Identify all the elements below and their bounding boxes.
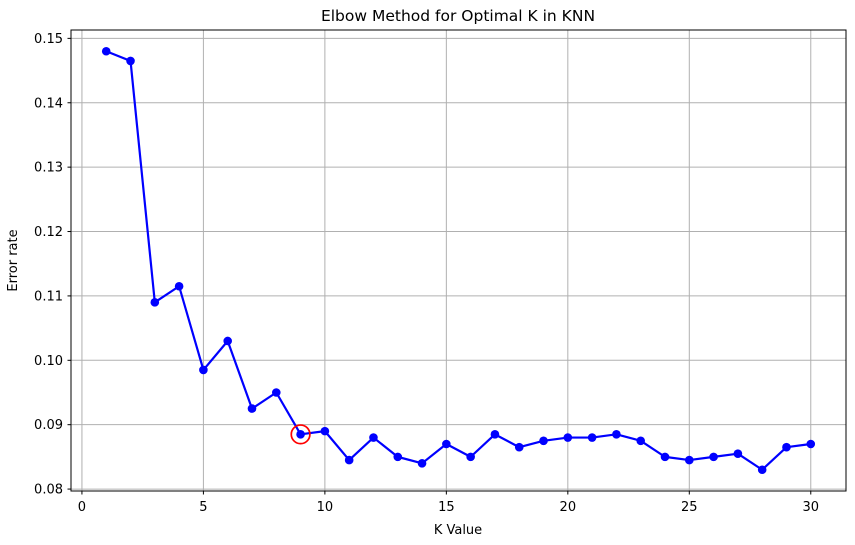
elbow-highlight [290,424,311,445]
data-point [466,452,475,462]
data-point [514,442,524,452]
y-tick-label: 0.10 [34,354,63,369]
data-point [174,281,184,291]
data-point [587,433,597,442]
data-point [199,365,208,375]
chart-title: Elbow Method for Optimal K in KNN [321,7,595,25]
data-point [150,298,160,307]
x-tick-label: 20 [560,500,577,515]
data-point [417,459,427,468]
x-axis-label: K Value [434,523,482,538]
plot-border [70,29,847,492]
y-tick-label: 0.09 [34,418,63,433]
error-rate-series [101,46,816,475]
y-tick-label: 0.12 [34,225,63,240]
data-point [757,465,767,475]
data-point [223,336,233,346]
data-point [563,433,573,442]
data-point [442,439,451,449]
y-tick-label: 0.11 [34,289,63,304]
axis-tick-labels: 0 5 10 15 20 25 30 0.08 0.09 0.10 0.11 0.12 0.13 0.14… [34,32,819,515]
data-point [684,455,694,465]
data-point [320,426,330,436]
data-point [344,455,354,465]
y-axis-label: Error rate [6,229,21,291]
data-point [296,430,305,439]
grid [71,30,846,491]
data-point [271,388,281,397]
x-tick-label: 15 [438,500,455,515]
error-rate-line [105,50,812,471]
data-point [636,436,646,446]
data-point [247,404,257,413]
data-point [490,430,500,439]
data-point [806,439,816,449]
x-tick-label: 10 [317,500,334,515]
data-point [612,430,621,439]
x-tick-label: 5 [199,500,207,515]
y-tick-label: 0.14 [34,96,63,111]
data-point [660,452,670,462]
y-tick-label: 0.13 [34,161,63,176]
data-point [733,449,743,458]
y-tick-label: 0.15 [34,32,63,47]
data-point [782,442,791,452]
data-point [709,452,718,462]
x-tick-label: 30 [802,500,819,515]
axis-ticks [67,37,812,495]
x-tick-label: 25 [681,500,698,515]
data-point [126,56,135,66]
data-point [369,433,378,442]
data-point [539,436,548,446]
x-tick-label: 0 [78,500,86,515]
y-tick-label: 0.08 [34,483,63,498]
elbow-highlight-circle [290,424,311,445]
data-point [101,46,111,56]
data-point [393,452,403,462]
